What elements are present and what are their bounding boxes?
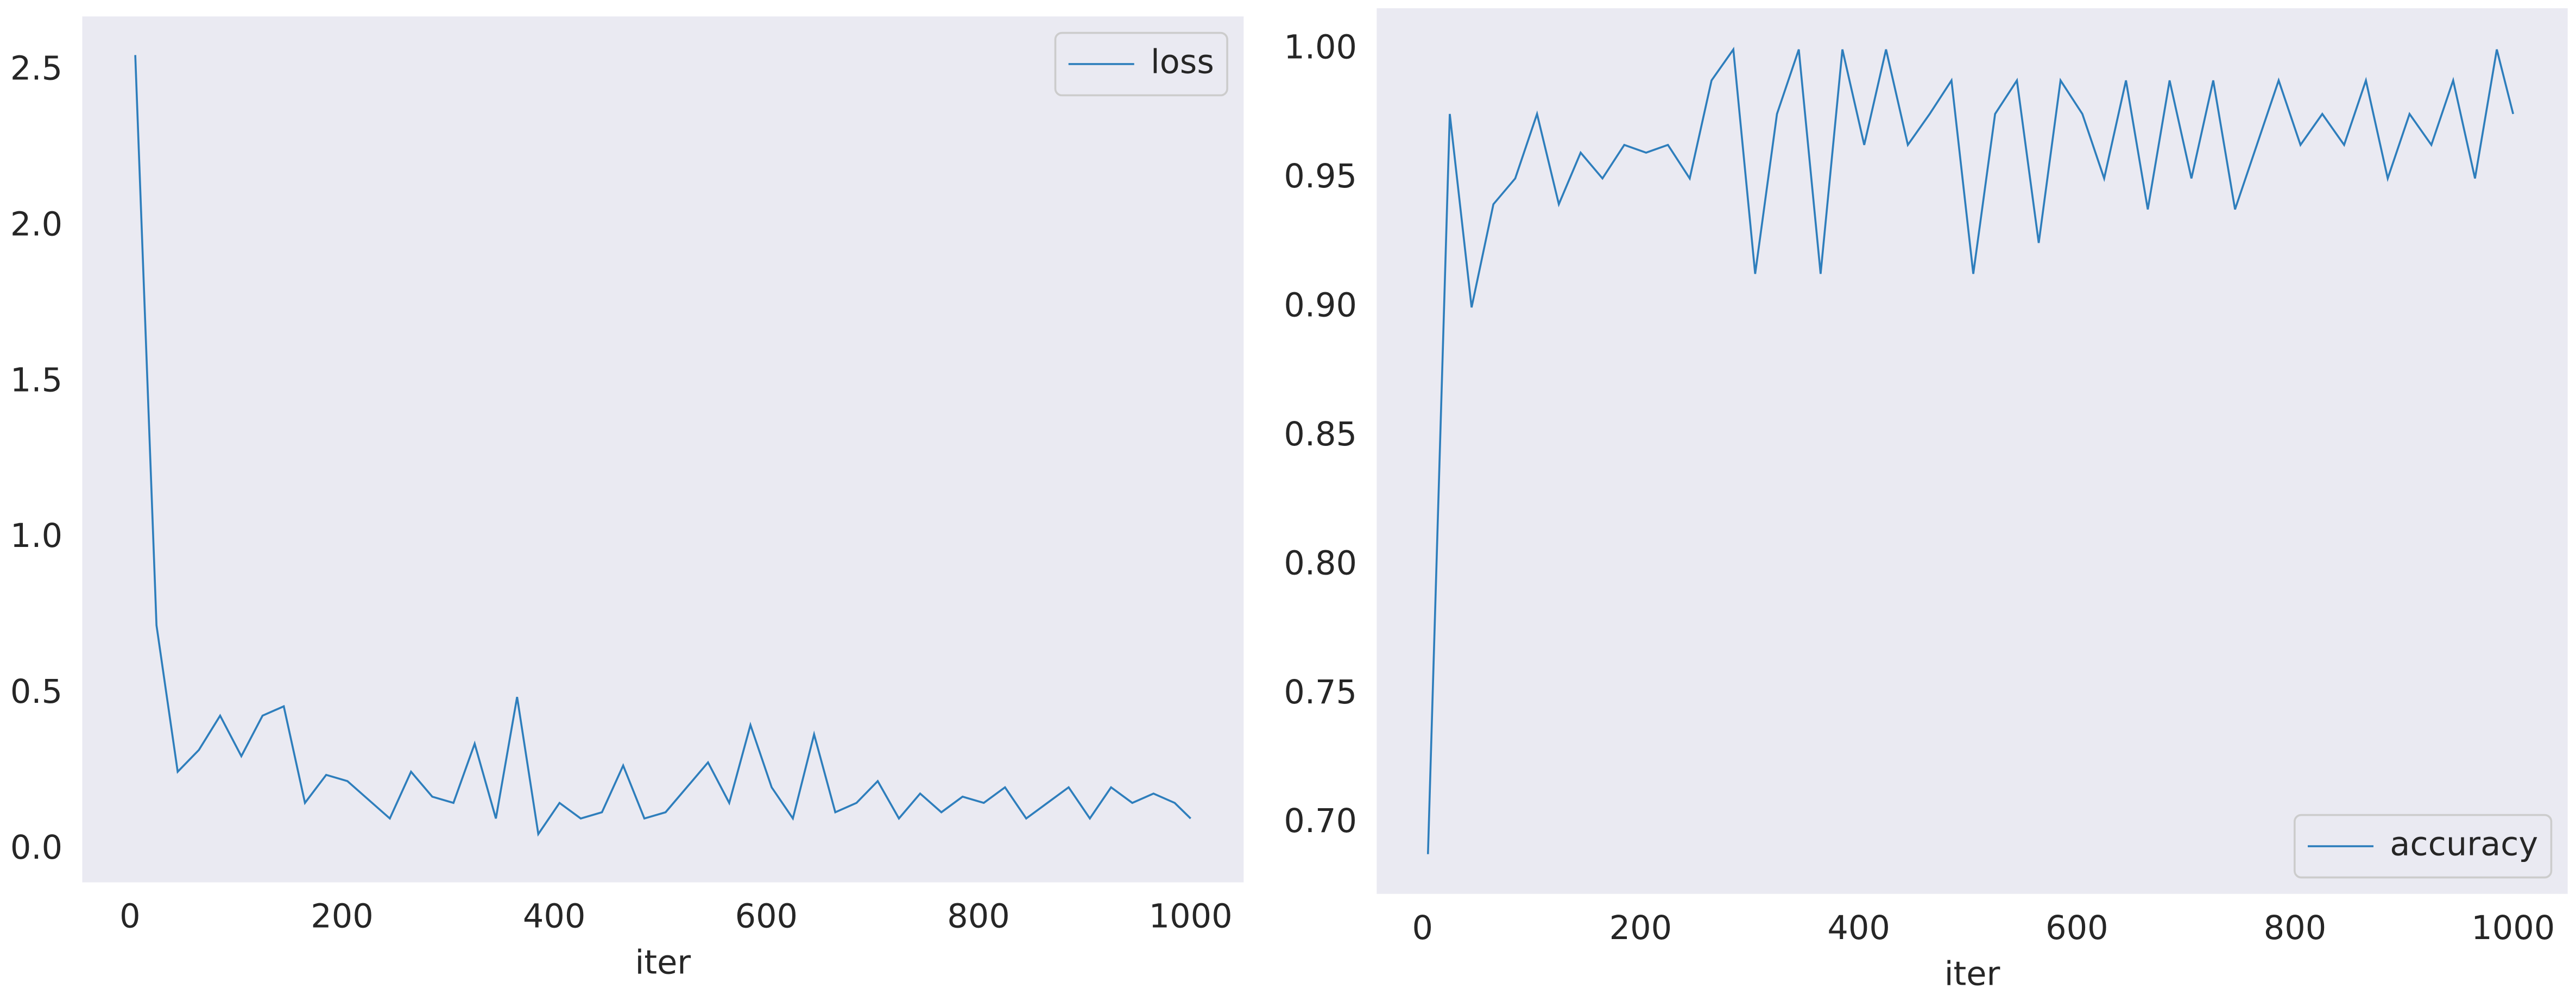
x-tick-label: 400 [523, 898, 585, 936]
y-tick-label: 1.5 [10, 361, 62, 399]
legend-label: accuracy [2390, 826, 2538, 864]
x-tick-label: 600 [2045, 909, 2108, 947]
y-tick-label: 2.0 [10, 206, 62, 244]
plot-area [82, 16, 1244, 883]
x-tick-label: 200 [311, 898, 373, 936]
legend: loss [1054, 32, 1228, 97]
x-tick-label: 800 [2264, 909, 2326, 947]
legend-box [2293, 814, 2553, 879]
x-axis-label: iter [635, 943, 691, 981]
x-tick-label: 0 [1412, 909, 1433, 947]
y-tick-label: 0.90 [1284, 287, 1357, 325]
y-tick-label: 0.5 [10, 673, 62, 711]
x-tick-label: 0 [119, 898, 140, 936]
data-line [134, 55, 1191, 837]
x-tick-label: 800 [947, 898, 1009, 936]
y-tick-label: 1.00 [1284, 29, 1357, 67]
data-line [1426, 47, 2515, 854]
x-tick-label: 200 [1609, 909, 1672, 947]
legend-label: loss [1151, 43, 1214, 81]
x-tick-label: 400 [1827, 909, 1890, 947]
y-tick-label: 1.0 [10, 517, 62, 555]
x-tick-label: 1000 [1149, 898, 1233, 936]
y-tick-label: 0.80 [1284, 544, 1357, 582]
y-tick-label: 0.75 [1284, 673, 1357, 712]
y-tick-label: 2.5 [10, 50, 62, 88]
y-tick-label: 0.70 [1284, 802, 1357, 840]
x-axis-label: iter [1944, 955, 2000, 993]
y-tick-label: 0.85 [1284, 415, 1357, 454]
x-tick-label: 1000 [2471, 909, 2555, 947]
legend: accuracy [2293, 814, 2553, 879]
y-tick-label: 0.0 [10, 829, 62, 867]
plot-area [1377, 8, 2568, 894]
y-tick-label: 0.95 [1284, 158, 1357, 196]
x-tick-label: 600 [735, 898, 798, 936]
legend-box [1054, 32, 1228, 97]
